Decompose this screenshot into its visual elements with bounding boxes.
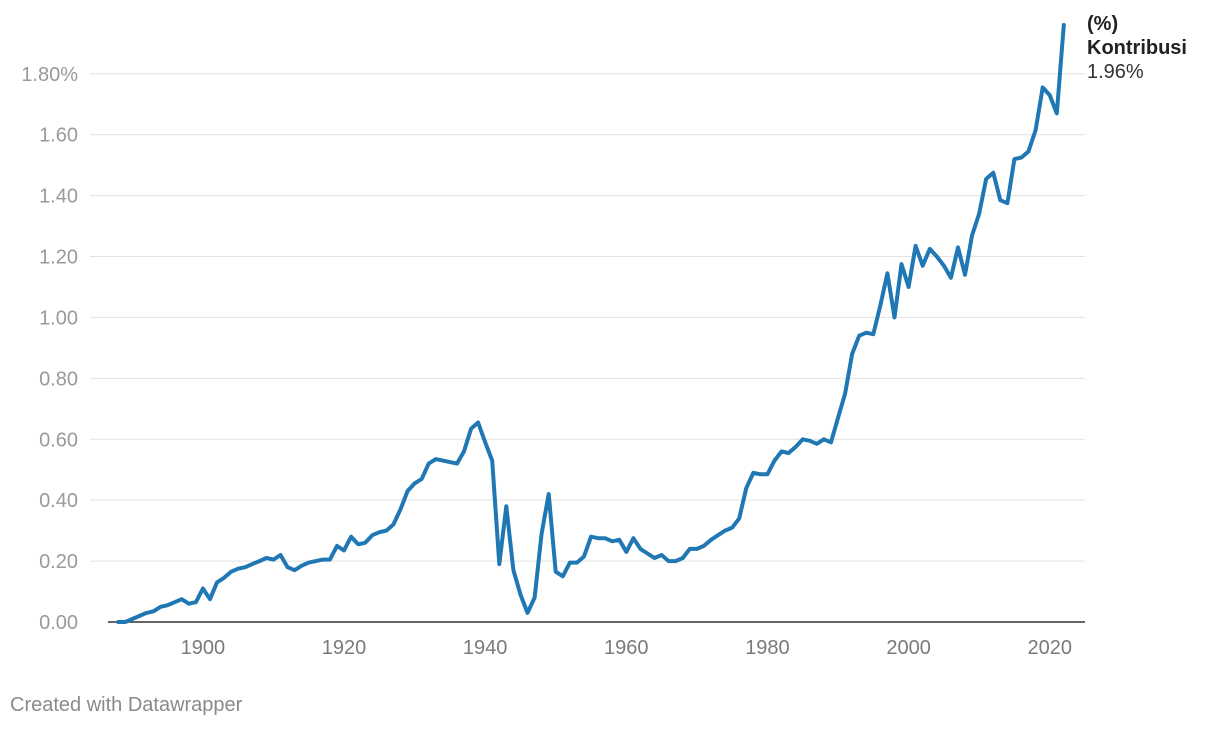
x-tick-label: 1900 — [181, 637, 226, 659]
y-tick-label: 0.20 — [39, 551, 78, 573]
x-tick-label: 1920 — [322, 637, 367, 659]
y-tick-label: 0.80 — [39, 368, 78, 390]
y-tick-label: 0.60 — [39, 429, 78, 451]
y-tick-label: 0.40 — [39, 490, 78, 512]
x-tick-label: 2020 — [1027, 637, 1072, 659]
x-tick-label: 1960 — [604, 637, 649, 659]
series-label-line2: Kontribusi — [1087, 37, 1187, 59]
series-line — [116, 23, 1066, 624]
y-tick-label: 1.00 — [39, 307, 78, 329]
x-tick-label: 1980 — [745, 637, 790, 659]
series-label-line1: (%) — [1087, 13, 1118, 35]
datawrapper-credit: Created with Datawrapper — [10, 694, 243, 716]
series-layer — [116, 23, 1066, 624]
x-tick-label: 1940 — [463, 637, 508, 659]
y-tick-label: 1.80% — [21, 64, 78, 86]
y-tick-label: 0.00 — [39, 612, 78, 634]
x-tick-label: 2000 — [886, 637, 931, 659]
x-axis-ticks: 1900 1920 1940 1960 1980 2000 2020 — [181, 637, 1072, 659]
series-end-value: 1.96% — [1087, 61, 1144, 83]
y-tick-label: 1.60 — [39, 125, 78, 147]
series-end-label: (%) Kontribusi 1.96% — [1087, 13, 1187, 83]
y-axis-ticks: 0.00 0.20 0.40 0.60 0.80 1.00 1.20 1.40 1.60 1.80… — [21, 64, 78, 634]
gridlines — [90, 73, 1085, 623]
y-tick-label: 1.40 — [39, 186, 78, 208]
y-tick-label: 1.20 — [39, 247, 78, 269]
